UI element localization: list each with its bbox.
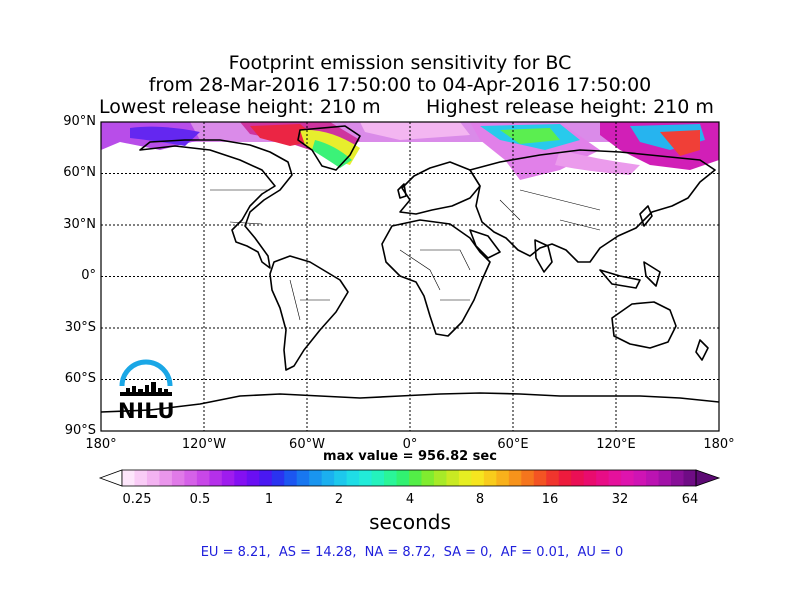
colorbar-segment bbox=[521, 470, 535, 486]
colorbar-tick-0: 0.25 bbox=[122, 492, 152, 507]
colorbar-segment bbox=[146, 470, 160, 486]
colorbar-segment bbox=[458, 470, 472, 486]
colorbar-segment bbox=[646, 470, 660, 486]
colorbar-segment bbox=[246, 470, 260, 486]
release-height-low: Lowest release height: 210 m bbox=[99, 96, 381, 118]
stat-as: AS = 14.28, bbox=[278, 545, 357, 560]
colorbar-segment bbox=[184, 470, 198, 486]
lon-label-60e: 60°E bbox=[497, 437, 529, 452]
nilu-logo-text: NILU bbox=[118, 399, 176, 423]
colorbar-tick-3: 2 bbox=[334, 492, 344, 507]
lat-label-0: 0° bbox=[81, 268, 96, 283]
map-title: Footprint emission sensitivity for BC bbox=[228, 52, 572, 74]
colorbar-segment bbox=[259, 470, 273, 486]
colorbar-segment bbox=[571, 470, 585, 486]
nilu-logo-icon bbox=[119, 359, 173, 396]
colorbar-segment bbox=[446, 470, 460, 486]
colorbar-tick-2: 1 bbox=[264, 492, 274, 507]
sensitivity-field bbox=[101, 122, 719, 180]
colorbar-segment bbox=[671, 470, 685, 486]
colorbar-segment bbox=[621, 470, 635, 486]
colorbar-segment bbox=[471, 470, 485, 486]
colorbar-segment bbox=[396, 470, 410, 486]
colorbar bbox=[98, 469, 721, 487]
colorbar-segment bbox=[321, 470, 335, 486]
lat-label-30s: 30°S bbox=[64, 320, 96, 335]
lon-label-180e: 180° bbox=[703, 437, 735, 452]
colorbar-segment bbox=[334, 470, 348, 486]
colorbar-segment bbox=[271, 470, 285, 486]
colorbar-segment bbox=[309, 470, 323, 486]
colorbar-segment bbox=[234, 470, 248, 486]
max-value-label: max value = 956.82 sec bbox=[323, 449, 497, 464]
colorbar-segment bbox=[209, 470, 223, 486]
lon-label-60w: 60°W bbox=[289, 437, 325, 452]
graticule bbox=[101, 122, 719, 431]
release-height-high: Highest release height: 210 m bbox=[426, 96, 714, 118]
map-period: from 28-Mar-2016 17:50:00 to 04-Apr-2016… bbox=[148, 74, 652, 96]
lon-label-180w: 180° bbox=[85, 437, 117, 452]
colorbar-segment bbox=[171, 470, 185, 486]
lat-label-60n: 60°N bbox=[63, 165, 96, 180]
colorbar-tick-8: 64 bbox=[681, 492, 699, 507]
colorbar-segment bbox=[284, 470, 298, 486]
lon-label-120e: 120°E bbox=[596, 437, 636, 452]
lon-label-120w: 120°W bbox=[181, 437, 227, 452]
colorbar-segment bbox=[683, 470, 697, 486]
colorbar-segment bbox=[196, 470, 210, 486]
colorbar-segment bbox=[433, 470, 447, 486]
colorbar-segment bbox=[658, 470, 672, 486]
colorbar-segment bbox=[134, 470, 148, 486]
colorbar-under-arrow bbox=[98, 469, 123, 487]
colorbar-segment bbox=[633, 470, 647, 486]
colorbar-segment bbox=[371, 470, 385, 486]
colorbar-segment bbox=[596, 470, 610, 486]
regional-stats: EU = 8.21, AS = 14.28, NA = 8.72, SA = 0… bbox=[0, 545, 800, 560]
colorbar-segment bbox=[159, 470, 173, 486]
colorbar-segment bbox=[122, 470, 135, 486]
colorbar-tick-1: 0.5 bbox=[189, 492, 211, 507]
colorbar-segment bbox=[533, 470, 547, 486]
colorbar-border bbox=[121, 469, 697, 487]
stat-af: AF = 0.01, bbox=[500, 545, 570, 560]
colorbar-tick-7: 32 bbox=[611, 492, 629, 507]
lat-label-30n: 30°N bbox=[63, 217, 96, 232]
colorbar-tick-6: 16 bbox=[541, 492, 559, 507]
coastlines bbox=[101, 125, 719, 413]
colorbar-segment bbox=[421, 470, 435, 486]
colorbar-segment bbox=[608, 470, 622, 486]
colorbar-tick-4: 4 bbox=[405, 492, 415, 507]
colorbar-tick-5: 8 bbox=[475, 492, 485, 507]
colorbar-segment bbox=[359, 470, 373, 486]
colorbar-segment bbox=[496, 470, 510, 486]
colorbar-segment bbox=[483, 470, 497, 486]
stat-na: NA = 8.72, bbox=[364, 545, 436, 560]
colorbar-segment bbox=[546, 470, 560, 486]
lat-label-60s: 60°S bbox=[64, 371, 96, 386]
stat-au: AU = 0 bbox=[577, 545, 624, 560]
colorbar-segment bbox=[583, 470, 597, 486]
colorbar-segment bbox=[508, 470, 522, 486]
colorbar-segment bbox=[346, 470, 360, 486]
colorbar-segment bbox=[409, 470, 422, 486]
colorbar-segment bbox=[221, 470, 235, 486]
map-frame bbox=[100, 121, 720, 432]
lon-label-0: 0° bbox=[402, 437, 418, 452]
colorbar-over-arrow bbox=[695, 469, 721, 487]
lat-label-90n: 90°N bbox=[63, 114, 96, 129]
lat-label-90s: 90°S bbox=[64, 423, 96, 438]
country-borders bbox=[210, 189, 601, 321]
colorbar-segment bbox=[384, 470, 398, 486]
colorbar-segment bbox=[558, 470, 572, 486]
colorbar-segment bbox=[296, 470, 310, 486]
colorbar-unit-label: seconds bbox=[369, 510, 451, 534]
stat-eu: EU = 8.21, bbox=[200, 545, 271, 560]
stat-sa: SA = 0, bbox=[443, 545, 493, 560]
